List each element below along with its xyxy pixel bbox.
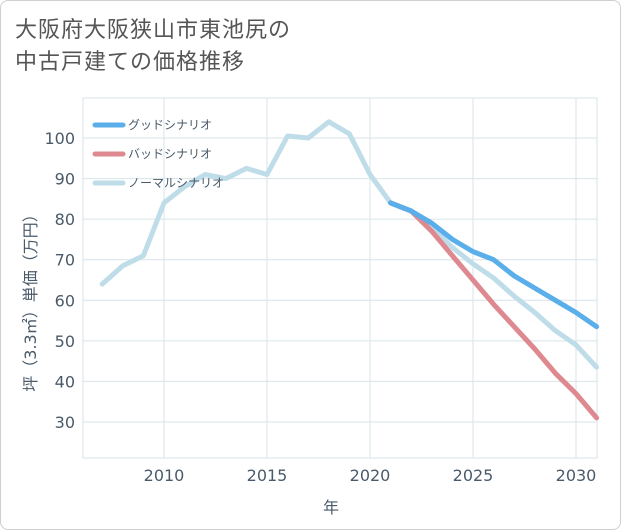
chart-title-line1: 大阪府大阪狭山市東池尻の — [15, 18, 292, 43]
y-tick-label: 70 — [55, 251, 75, 270]
plot-area — [82, 97, 598, 459]
series-line-0 — [388, 200, 600, 330]
y-tick-label: 40 — [55, 372, 75, 391]
x-axis-ticks: 2010 2015 2020 2025 2030 — [144, 466, 597, 485]
y-tick-label: 80 — [55, 210, 75, 229]
series-line-2 — [99, 119, 600, 370]
x-tick-label: 2020 — [350, 466, 391, 485]
y-tick-label: 100 — [44, 129, 75, 148]
chart-title: 大阪府大阪狭山市東池尻の 中古戸建ての価格推移 — [15, 15, 291, 79]
y-axis-label: 坪（3.3㎡）単価（万円） — [21, 206, 40, 391]
series-line-1 — [388, 200, 600, 421]
y-tick-label: 50 — [55, 332, 75, 351]
legend-label: ノーマルシナリオ — [128, 176, 224, 190]
chart-title-line2: 中古戸建ての価格推移 — [15, 50, 246, 75]
legend-label: グッドシナリオ — [128, 118, 212, 132]
series-lines — [99, 119, 600, 421]
y-tick-label: 90 — [55, 170, 75, 189]
x-tick-label: 2025 — [453, 466, 494, 485]
y-tick-label: 30 — [55, 413, 75, 432]
y-tick-label: 60 — [55, 291, 75, 310]
x-tick-label: 2030 — [556, 466, 597, 485]
grid-lines — [82, 97, 598, 459]
x-tick-label: 2015 — [247, 466, 288, 485]
y-axis-ticks: 30 40 50 60 70 80 90 100 — [44, 129, 75, 432]
x-tick-label: 2010 — [144, 466, 185, 485]
x-axis-label: 年 — [323, 498, 339, 517]
legend-label: バッドシナリオ — [128, 147, 212, 161]
